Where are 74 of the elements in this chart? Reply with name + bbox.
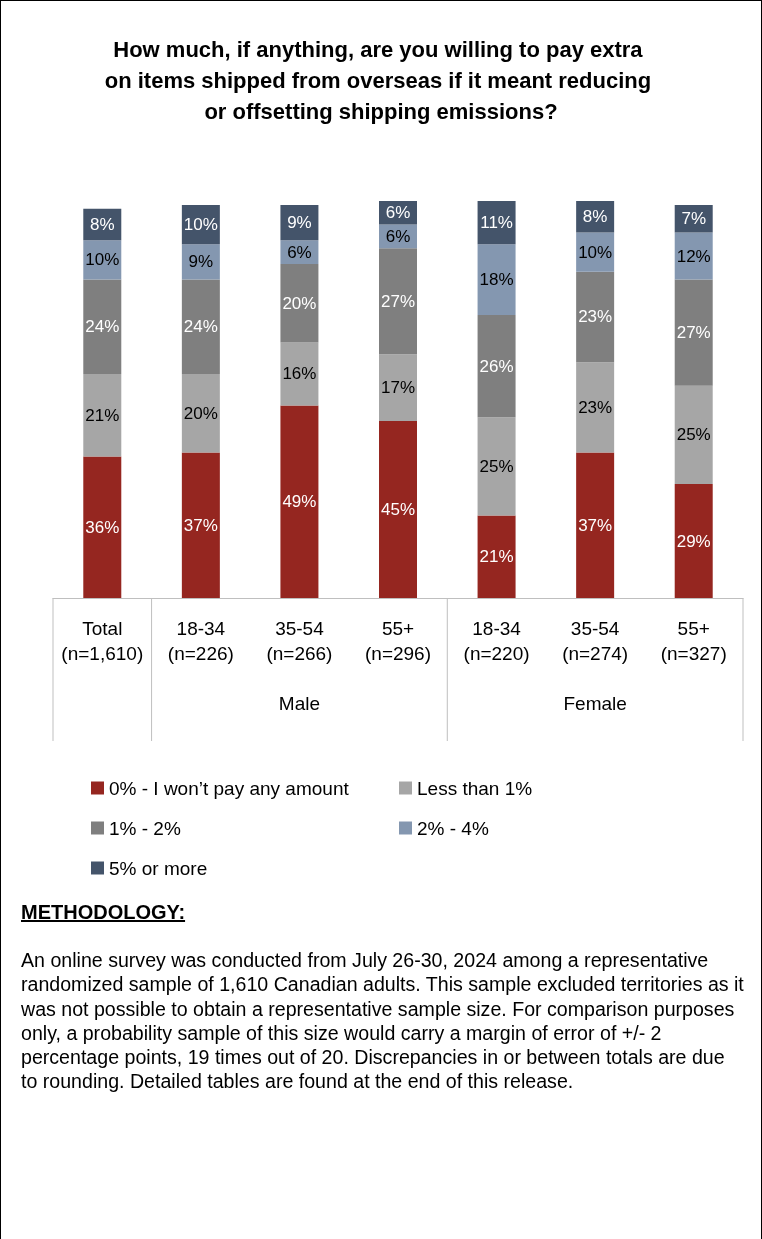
data-label: 24%	[183, 317, 218, 337]
bar	[674, 385, 713, 485]
data-label: 20%	[183, 403, 218, 423]
bar	[674, 279, 713, 386]
data-label: 49%	[282, 492, 317, 512]
data-label: 10%	[578, 242, 613, 262]
data-label: 45%	[380, 500, 416, 520]
data-label: 6%	[385, 226, 411, 246]
data-label: 18%	[479, 270, 514, 290]
bar	[181, 373, 220, 453]
text: Female	[563, 693, 627, 714]
legend-label: 0% - I won’t pay any amount	[109, 777, 350, 799]
bar	[379, 248, 417, 355]
data-label: 7%	[681, 209, 706, 229]
data-label: 11%	[480, 213, 513, 233]
bar	[379, 421, 417, 598]
data-label: 29%	[676, 531, 711, 551]
x-tick-label: 55+ (n=327)	[660, 618, 727, 664]
data-label: 25%	[479, 456, 514, 476]
chart-title: How much, if anything, are you willing to pay extra on items shipped from overseas if it meant reducing or offsetting shipping emissions?	[104, 37, 658, 124]
data-label: 27%	[676, 323, 711, 343]
data-label: 26%	[479, 356, 514, 376]
data-label: 12%	[676, 246, 711, 266]
x-tick-label: 18-34 (n=220)	[463, 618, 530, 664]
bar	[379, 354, 417, 422]
bar	[83, 279, 122, 374]
bar	[576, 271, 615, 363]
data-label: 25%	[676, 425, 711, 445]
data-label: 17%	[380, 378, 416, 398]
data-label: 21%	[479, 547, 514, 567]
x-tick-label: 55+ (n=296)	[364, 618, 432, 664]
bar	[477, 515, 516, 598]
legend-label: Less than 1%	[417, 777, 533, 799]
text: Male	[278, 693, 321, 714]
data-label: 10%	[85, 250, 120, 270]
data-label: 16%	[282, 364, 317, 384]
data-label: 20%	[282, 293, 317, 313]
x-tick-label: 35-54 (n=274)	[562, 618, 629, 664]
data-label: 6%	[385, 203, 411, 223]
data-label: 9%	[287, 213, 312, 233]
data-label: 6%	[287, 242, 312, 262]
data-label: 8%	[90, 215, 115, 235]
data-label: 9%	[188, 252, 214, 272]
bar	[477, 244, 516, 315]
bar	[280, 263, 319, 343]
data-label: 23%	[578, 307, 613, 327]
legend-label: 2% - 4%	[417, 817, 489, 839]
bar	[576, 452, 615, 598]
bar	[83, 456, 122, 598]
data-label: 21%	[85, 405, 120, 425]
data-label: 36%	[85, 517, 120, 537]
data-label: 23%	[578, 397, 613, 417]
bar	[83, 373, 122, 457]
bar	[181, 279, 220, 374]
bar	[280, 405, 319, 598]
data-label: 10%	[183, 215, 218, 235]
bar	[674, 484, 713, 598]
bar	[181, 452, 220, 598]
bar	[477, 314, 516, 418]
legend-label: 5% or more	[109, 857, 208, 879]
data-label: 24%	[85, 317, 120, 337]
data-label: 8%	[582, 207, 608, 227]
bar	[674, 232, 713, 280]
x-tick-label: 18-34 (n=226)	[167, 618, 234, 664]
data-label: 37%	[183, 515, 218, 535]
text: METHODOLOGY:	[21, 901, 187, 924]
legend-label: 1% - 2%	[109, 817, 181, 839]
bar	[576, 362, 615, 453]
text: An online survey was conducted from July 26-30, 2024 among a representative randomized sample of 1,610 Canadian adults. This sample excluded territories as it was not possible to obtain a representative sample size. For comparison purposes only, a probability sample of this size would carry a margin of error of +/- 2 percentage points, 19 times out of 20. Discrepancies in or between totals are due to rounding. Detailed tables are found at the end of this release.	[21, 948, 745, 1094]
x-tick-label: Total (n=1,610)	[61, 618, 144, 664]
x-tick-label: 35-54 (n=266)	[266, 618, 333, 664]
data-label: 27%	[380, 291, 416, 311]
data-label: 37%	[578, 515, 613, 535]
bar	[477, 417, 516, 516]
